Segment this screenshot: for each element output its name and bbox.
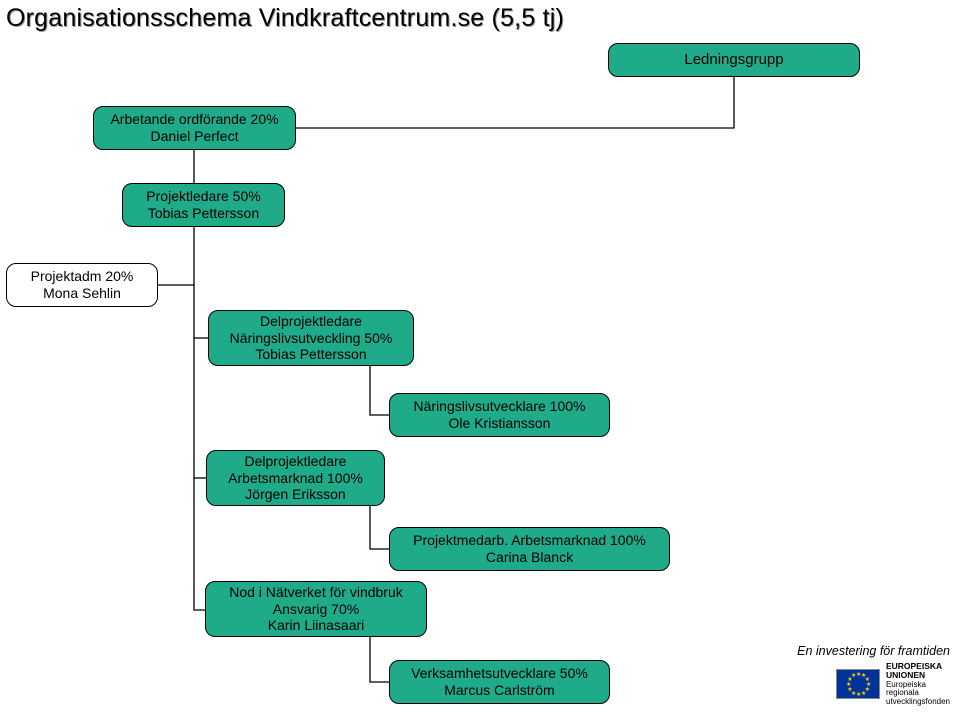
org-node-ordforande-line: Daniel Perfect xyxy=(151,128,239,145)
org-node-naringslivsutv-line: Ole Kristiansson xyxy=(449,415,551,432)
org-node-projektadm-line: Mona Sehlin xyxy=(43,285,121,302)
connector-line xyxy=(370,366,389,415)
org-node-delproj_naring-line: Tobias Pettersson xyxy=(255,346,366,363)
org-node-delproj_arbets-line: Delprojektledare xyxy=(245,453,347,470)
org-node-projektmedarb: Projektmedarb. Arbetsmarknad 100%Carina … xyxy=(389,527,670,571)
page-title: Organisationsschema Vindkraftcentrum.se … xyxy=(6,4,564,33)
org-node-verksamhet: Verksamhetsutvecklare 50%Marcus Carlströ… xyxy=(389,660,610,704)
org-node-nod_natverket-line: Ansvarig 70% xyxy=(273,601,359,618)
org-node-projektledare-line: Projektledare 50% xyxy=(146,188,260,205)
org-node-delproj_naring-line: Näringslivsutveckling 50% xyxy=(230,330,393,347)
connector-line xyxy=(194,227,205,610)
connector-line xyxy=(370,637,389,682)
org-node-projektledare: Projektledare 50%Tobias Pettersson xyxy=(122,183,285,227)
org-node-naringslivsutv-line: Näringslivsutvecklare 100% xyxy=(414,398,586,415)
org-node-projektledare-line: Tobias Pettersson xyxy=(148,205,259,222)
connector-line xyxy=(370,506,389,549)
org-node-delproj_arbets-line: Arbetsmarknad 100% xyxy=(228,470,363,487)
eu-block: ★★★★★★★★★★★★ EUROPEISKA UNIONEN Europeis… xyxy=(836,662,950,706)
org-node-delproj_arbets-line: Jörgen Eriksson xyxy=(245,486,345,503)
org-node-delproj_naring: DelprojektledareNäringslivsutveckling 50… xyxy=(208,310,414,366)
org-node-verksamhet-line: Verksamhetsutvecklare 50% xyxy=(411,665,588,682)
org-node-delproj_naring-line: Delprojektledare xyxy=(260,313,362,330)
org-node-nod_natverket: Nod i Nätverket för vindbrukAnsvarig 70%… xyxy=(205,581,427,637)
eu-flag-icon: ★★★★★★★★★★★★ xyxy=(836,669,880,699)
footer-eu-logo: En investering för framtiden ★★★★★★★★★★★… xyxy=(797,644,950,706)
org-node-projektmedarb-line: Carina Blanck xyxy=(486,549,573,566)
org-node-ordforande: Arbetande ordförande 20%Daniel Perfect xyxy=(93,106,296,150)
org-node-verksamhet-line: Marcus Carlström xyxy=(444,682,554,699)
org-node-ledningsgrupp: Ledningsgrupp xyxy=(608,43,860,77)
eu-star-icon: ★ xyxy=(861,691,866,697)
eu-star-icon: ★ xyxy=(851,673,856,679)
org-node-delproj_arbets: DelprojektledareArbetsmarknad 100%Jörgen… xyxy=(206,450,385,506)
org-node-naringslivsutv: Näringslivsutvecklare 100%Ole Kristianss… xyxy=(389,393,610,437)
org-node-projektmedarb-line: Projektmedarb. Arbetsmarknad 100% xyxy=(413,532,646,549)
org-node-ordforande-line: Arbetande ordförande 20% xyxy=(110,111,278,128)
eu-text: EUROPEISKA UNIONEN Europeiska regionala … xyxy=(886,662,950,706)
footer-tagline: En investering för framtiden xyxy=(797,644,950,658)
org-node-nod_natverket-line: Nod i Nätverket för vindbruk xyxy=(229,584,403,601)
org-node-ledningsgrupp-line: Ledningsgrupp xyxy=(684,51,783,69)
org-node-projektadm-line: Projektadm 20% xyxy=(31,268,134,285)
org-node-projektadm: Projektadm 20%Mona Sehlin xyxy=(6,263,158,307)
org-node-nod_natverket-line: Karin Liinasaari xyxy=(268,617,365,634)
connector-line xyxy=(296,77,734,128)
eu-star-icon: ★ xyxy=(856,692,861,698)
